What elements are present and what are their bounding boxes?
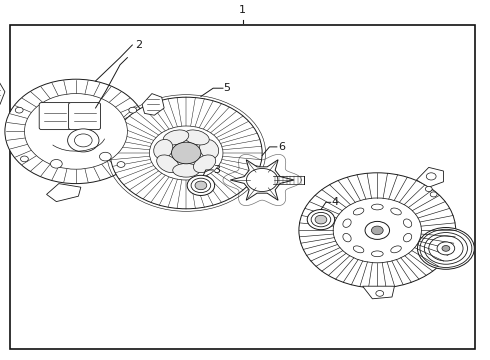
Circle shape xyxy=(376,291,384,296)
Polygon shape xyxy=(416,167,443,187)
Circle shape xyxy=(24,94,127,169)
Circle shape xyxy=(191,178,211,193)
Ellipse shape xyxy=(172,163,200,177)
Ellipse shape xyxy=(194,155,216,172)
Ellipse shape xyxy=(353,246,364,253)
Circle shape xyxy=(110,97,262,209)
Circle shape xyxy=(371,226,383,235)
Ellipse shape xyxy=(154,139,173,159)
Circle shape xyxy=(365,221,390,239)
Ellipse shape xyxy=(343,219,351,228)
Ellipse shape xyxy=(391,246,401,253)
Text: 1: 1 xyxy=(239,5,246,15)
Circle shape xyxy=(437,242,455,255)
Ellipse shape xyxy=(371,204,383,210)
Circle shape xyxy=(74,134,92,147)
Circle shape xyxy=(311,212,331,227)
Circle shape xyxy=(299,173,456,288)
Circle shape xyxy=(425,186,432,192)
Text: 4: 4 xyxy=(332,197,339,207)
Circle shape xyxy=(21,156,28,162)
Circle shape xyxy=(172,142,201,164)
FancyBboxPatch shape xyxy=(69,103,100,130)
Circle shape xyxy=(5,79,147,184)
Polygon shape xyxy=(0,79,5,106)
Ellipse shape xyxy=(343,233,351,242)
Polygon shape xyxy=(142,94,164,115)
Circle shape xyxy=(307,210,335,230)
Text: 5: 5 xyxy=(223,83,230,93)
Circle shape xyxy=(430,192,437,197)
Ellipse shape xyxy=(163,130,189,145)
Polygon shape xyxy=(230,160,294,200)
Ellipse shape xyxy=(184,130,209,145)
Text: 2: 2 xyxy=(135,40,142,50)
Ellipse shape xyxy=(403,233,412,242)
FancyBboxPatch shape xyxy=(39,103,71,130)
Circle shape xyxy=(117,162,125,167)
Polygon shape xyxy=(363,286,394,299)
Circle shape xyxy=(129,107,137,113)
Circle shape xyxy=(246,168,278,192)
Circle shape xyxy=(149,126,223,180)
Ellipse shape xyxy=(353,208,364,215)
Circle shape xyxy=(315,215,327,224)
Text: 6: 6 xyxy=(278,142,285,152)
Circle shape xyxy=(187,175,215,195)
Circle shape xyxy=(50,159,62,168)
Ellipse shape xyxy=(403,219,412,228)
Circle shape xyxy=(99,152,111,161)
Circle shape xyxy=(195,181,207,190)
Ellipse shape xyxy=(371,251,383,257)
Circle shape xyxy=(15,107,23,113)
Circle shape xyxy=(333,198,421,263)
Circle shape xyxy=(417,228,474,269)
Ellipse shape xyxy=(157,155,179,172)
Circle shape xyxy=(442,246,450,251)
Text: 3: 3 xyxy=(214,165,220,175)
Ellipse shape xyxy=(391,208,401,215)
Ellipse shape xyxy=(199,139,219,159)
Circle shape xyxy=(426,173,436,180)
Polygon shape xyxy=(47,184,81,202)
Circle shape xyxy=(68,129,99,152)
